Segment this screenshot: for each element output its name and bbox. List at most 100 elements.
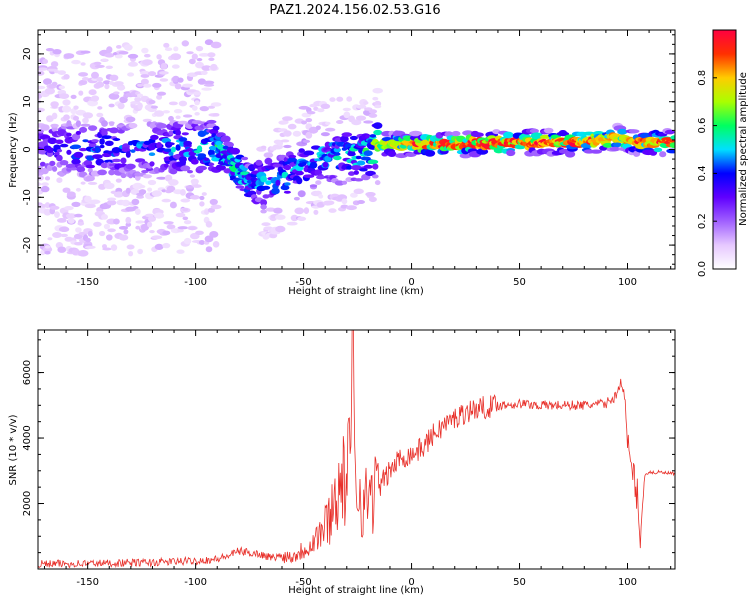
spectrogram-cell <box>183 237 192 245</box>
spectrogram-cell <box>91 139 99 143</box>
y-tick-label: -20 <box>22 237 33 253</box>
spectrogram-cell <box>240 171 250 176</box>
spectrogram-cell <box>670 135 675 140</box>
spectrogram-cell <box>45 48 54 52</box>
x-tick-label: 50 <box>513 277 526 288</box>
spectrogram-cell <box>613 142 623 148</box>
spectrogram-cell <box>168 151 174 156</box>
spectrogram-cell <box>207 52 216 58</box>
spectrogram-cell <box>58 85 65 90</box>
spectrogram-cell <box>275 179 281 186</box>
spectrogram-cell <box>120 157 127 164</box>
spectrogram-cell <box>137 102 143 110</box>
spectrogram-cell <box>182 114 193 118</box>
spectrogram-cell <box>301 162 307 166</box>
x-tick-label: 50 <box>513 577 526 588</box>
spectrogram-cell <box>125 216 132 224</box>
spectrogram-cell <box>265 180 272 186</box>
spectrogram-cell <box>275 225 286 233</box>
spectrogram-cell <box>189 174 195 178</box>
spectrogram-cell <box>196 58 203 62</box>
spectrogram-cell <box>177 228 184 233</box>
spectrogram-cell <box>135 158 146 163</box>
x-tick-label: 100 <box>618 577 637 588</box>
spectrogram-cell <box>141 169 149 174</box>
spectrogram-cell <box>369 134 377 138</box>
spectrogram-cell <box>40 124 50 131</box>
spectrogram-cell <box>151 235 163 240</box>
spectrogram-cell <box>182 216 189 221</box>
spectrogram-cell <box>43 78 52 85</box>
spectrogram-cell <box>108 103 115 108</box>
spectrogram-cell <box>368 196 377 203</box>
spectrogram-cell <box>175 144 181 151</box>
spectrogram-cell <box>147 221 153 228</box>
spectrogram-cell <box>44 250 51 255</box>
spectrogram-cell <box>101 120 108 127</box>
spectrogram-cell <box>166 185 176 193</box>
spectrogram-cell <box>41 167 49 175</box>
spectrogram-y-ticks: -20 -10 0 10 20 <box>22 34 675 265</box>
snr-y-ticks: 2000 4000 6000 <box>22 339 675 570</box>
spectrogram-cell <box>287 123 297 130</box>
spectrogram-cell <box>180 198 191 203</box>
spectrogram-cell <box>261 222 271 227</box>
spectrogram-cell <box>159 71 169 75</box>
spectrogram-cell <box>182 83 194 88</box>
spectrogram-cell <box>108 121 115 125</box>
spectrogram-cell <box>71 201 81 207</box>
spectrogram-cell <box>334 152 341 156</box>
spectrogram-cell <box>351 165 362 171</box>
spectrogram-cell <box>144 53 151 58</box>
spectrogram-cell <box>44 245 51 249</box>
spectrogram-cell <box>145 167 154 172</box>
spectrogram-cell <box>137 83 144 87</box>
spectrogram-cell <box>154 243 164 250</box>
spectrogram-cell <box>669 142 675 149</box>
spectrogram-cell <box>208 57 215 61</box>
spectrogram-cell <box>85 164 95 169</box>
spectrogram-cell <box>150 134 159 140</box>
snr-frame <box>37 329 676 570</box>
spectrogram-cell <box>135 220 145 224</box>
spectrogram-cell <box>281 119 289 125</box>
spectrogram-cell <box>305 131 313 139</box>
spectrogram-cell <box>333 155 342 161</box>
spectrogram-cell <box>127 53 139 59</box>
spectrogram-cell <box>130 101 141 105</box>
spectrogram-cell <box>275 214 286 220</box>
spectrogram-cell <box>57 70 66 75</box>
spectrogram-cell <box>159 78 169 82</box>
spectrogram-cell <box>199 195 205 201</box>
spectrogram-cell <box>74 241 83 246</box>
spectrogram-cell <box>65 213 77 219</box>
spectrogram-cell <box>116 85 126 91</box>
spectrogram-cell <box>171 64 180 69</box>
spectrogram-cell <box>302 139 311 143</box>
spectrogram-cell <box>197 153 207 158</box>
spectrogram-cell <box>355 155 362 160</box>
spectrogram-cell <box>170 146 176 153</box>
spectrogram-cell <box>125 187 131 194</box>
spectrogram-cell <box>93 221 102 227</box>
spectrogram-cell <box>297 190 306 198</box>
spectrogram-cell <box>101 214 108 220</box>
spectrogram-cell <box>128 61 138 67</box>
spectrogram-cell <box>565 150 576 158</box>
spectrogram-cell <box>80 181 86 185</box>
spectrogram-cell <box>106 46 113 54</box>
spectrogram-cell <box>178 100 188 107</box>
spectrogram-cell <box>261 185 271 190</box>
spectrogram-cell <box>44 87 55 95</box>
spectrogram-cell <box>316 175 326 180</box>
x-tick-label: -50 <box>295 577 311 588</box>
spectrogram-cell <box>288 154 297 159</box>
spectrogram-cell <box>209 231 219 238</box>
spectrogram-cell <box>280 139 290 143</box>
spectrogram-cell <box>38 85 46 90</box>
spectrogram-cell <box>156 94 163 100</box>
spectrogram-cell <box>195 61 204 69</box>
spectrogram-cell <box>156 54 162 60</box>
spectrogram-cell <box>372 87 384 94</box>
